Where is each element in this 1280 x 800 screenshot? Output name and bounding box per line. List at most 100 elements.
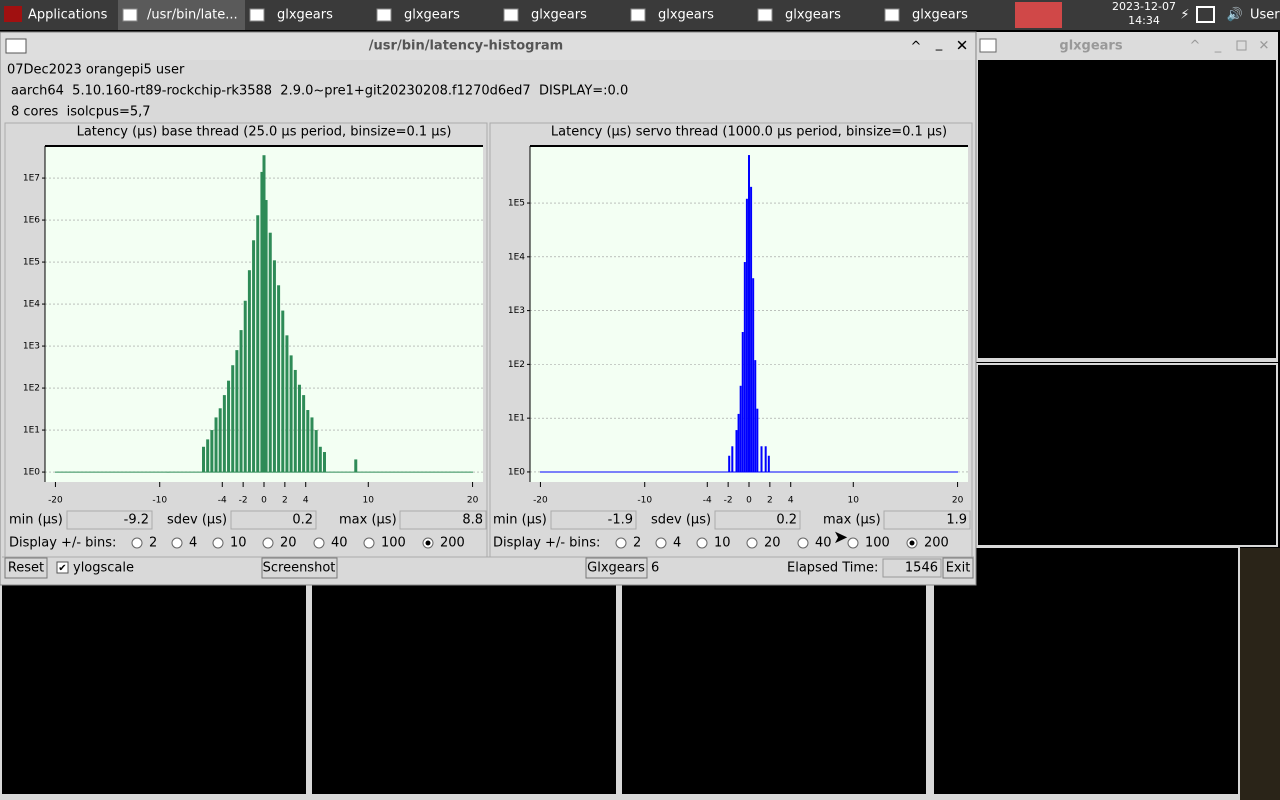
bar [268,232,272,473]
bar [297,384,301,473]
info-line: 8 cores isolcpus=5,7 [11,105,151,120]
bar [166,472,170,473]
y-tick-label: 1E4 [23,300,40,310]
maximize-button[interactable] [1236,40,1247,51]
task-button[interactable]: glxgears [912,8,968,23]
x-tick-label: 0 [746,496,752,506]
bins-option: 2 [633,536,641,551]
task-button[interactable]: glxgears [404,8,460,23]
bins-radio[interactable] [262,537,274,549]
bar [289,355,293,473]
bar [264,200,268,473]
clock-date[interactable]: 2023-12-07 [1112,0,1176,13]
bar [277,285,281,473]
info-line: 07Dec2023 orangepi5 user [7,63,185,78]
x-tick-label: 20 [467,496,479,506]
screenshot-button[interactable] [261,557,338,579]
task-icon [122,8,138,22]
stat-label: min (µs) [493,513,547,528]
reset-label: Reset [8,561,44,576]
task-button[interactable]: glxgears [277,8,333,23]
bar [202,446,206,473]
elapsed-value: 1546 [905,561,938,576]
bins-label: Display +/- bins: [493,536,600,551]
collapse-button[interactable]: ^ [911,40,922,55]
network-icon[interactable] [1196,6,1215,23]
bar [247,270,251,473]
bins-radio[interactable] [363,537,375,549]
bins-radio[interactable] [171,537,183,549]
gl-view [312,548,616,794]
stat-value: 0.2 [292,513,313,528]
user-menu[interactable]: User [1250,8,1280,23]
bins-option: 10 [230,536,247,551]
bar [222,395,226,473]
volume-icon[interactable]: 🔊 [1227,6,1243,23]
stat-value: -9.2 [124,513,149,528]
stat-label: min (µs) [9,513,63,528]
bar [728,455,731,472]
bar [760,446,763,472]
bins-radio[interactable] [655,537,667,549]
bins-radio[interactable] [696,537,708,549]
y-tick-label: 1E6 [23,216,40,226]
chart-title: Latency (µs) base thread (25.0 µs period… [77,125,452,140]
wallpaper [1240,548,1280,800]
x-tick-label: -20 [48,496,63,506]
stat-entry [550,510,637,530]
bins-option: 20 [764,536,781,551]
stat-label: sdev (µs) [167,513,227,528]
stat-value: 1.9 [946,513,967,528]
power-icon[interactable]: ⚡ [1180,8,1189,23]
bins-option: 10 [714,536,731,551]
bar [214,417,218,473]
bar [314,430,318,473]
clock-time[interactable]: 14:34 [1128,14,1160,27]
y-tick-label: 1E2 [23,384,40,394]
ylogscale-checkbox[interactable] [56,561,69,574]
reset-button[interactable] [4,557,48,579]
bar [231,365,235,473]
task-button[interactable]: /usr/bin/late... [147,8,238,23]
x-tick-label: 2 [282,496,288,506]
collapse-button[interactable]: ^ [1190,39,1201,54]
applications-menu[interactable]: Applications [28,8,108,23]
bins-radio[interactable] [847,537,859,549]
window-titlebar [1,33,975,60]
y-tick-label: 1E0 [23,468,40,478]
elapsed-label: Elapsed Time: [787,561,878,576]
minimize-button[interactable]: _ [1214,39,1222,54]
minimize-button[interactable]: _ [935,37,943,52]
bins-radio[interactable] [131,537,143,549]
task-button[interactable]: glxgears [531,8,587,23]
bar [764,446,767,472]
glxgears-button[interactable] [585,557,648,579]
exit-label: Exit [946,561,971,576]
exit-button[interactable] [942,557,974,579]
close-button[interactable]: ✕ [956,37,969,55]
bins-radio[interactable] [797,537,809,549]
bins-radio[interactable] [313,537,325,549]
bins-option: 2 [149,536,157,551]
y-tick-label: 1E3 [508,306,525,316]
close-button[interactable]: ✕ [1259,39,1270,54]
task-button[interactable]: glxgears [785,8,841,23]
bins-radio[interactable] [615,537,627,549]
task-button[interactable]: glxgears [658,8,714,23]
bar [218,408,222,473]
bar [310,417,314,473]
info-line: aarch64 5.10.160-rt89-rockchip-rk3588 2.… [11,84,628,99]
bins-radio[interactable] [212,537,224,549]
bar [731,446,734,472]
bins-radio[interactable] [746,537,758,549]
x-tick-label: -2 [239,496,248,506]
y-tick-label: 1E2 [508,360,525,370]
glxgears-count: 6 [651,561,659,576]
active-task [118,0,245,30]
workspace-switcher[interactable] [1015,2,1062,28]
bar [239,330,243,473]
bar [252,240,256,473]
bins-option: 100 [865,536,890,551]
y-tick-label: 1E4 [508,252,525,262]
